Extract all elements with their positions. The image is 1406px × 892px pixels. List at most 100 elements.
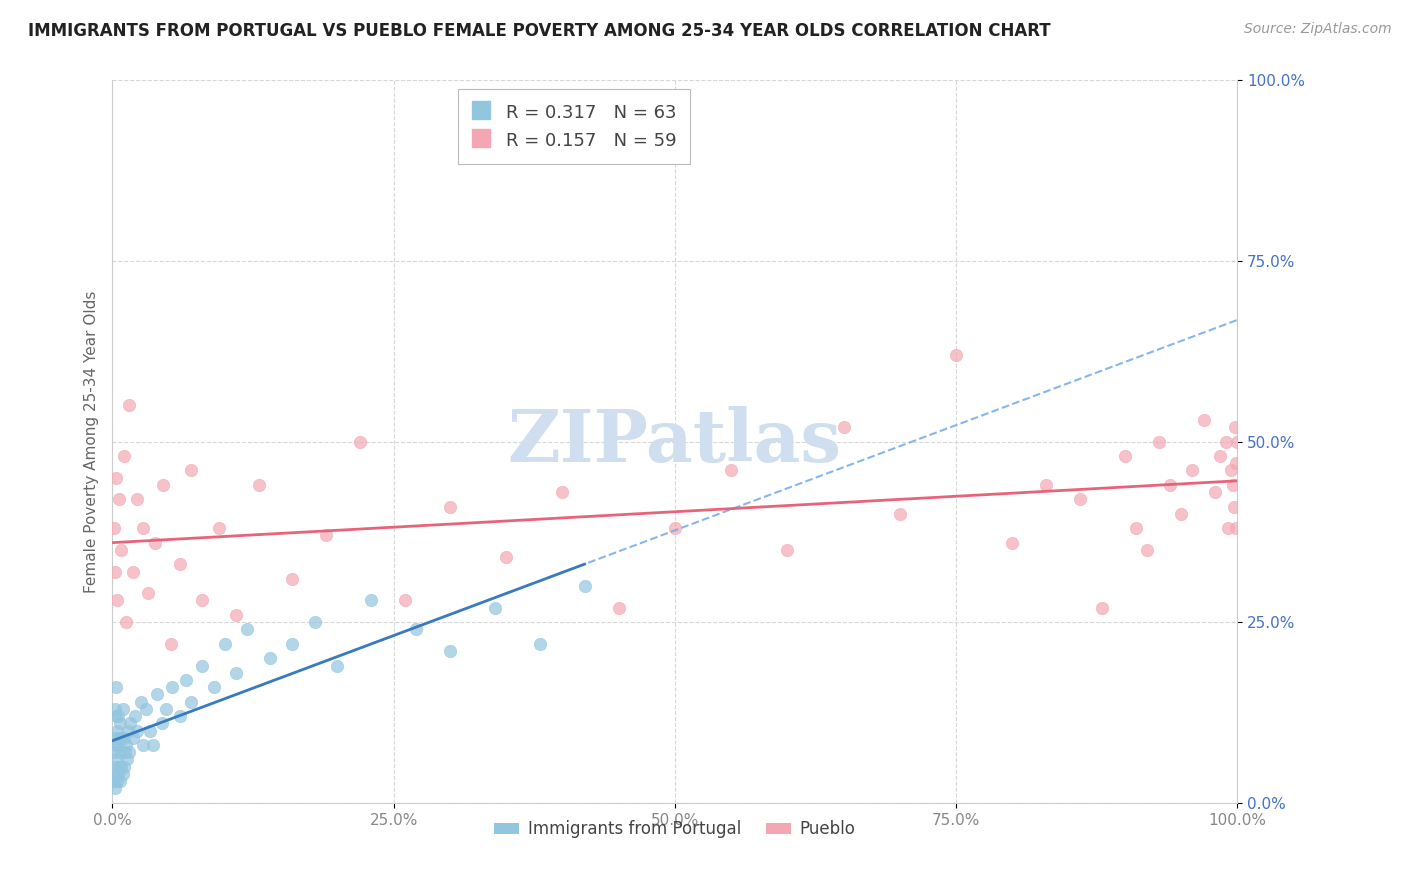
Point	[110, 716, 132, 731]
Point	[152, 478, 174, 492]
Point	[108, 760, 131, 774]
Point	[112, 731, 135, 745]
Point	[142, 738, 165, 752]
Point	[180, 695, 202, 709]
Point	[1181, 463, 1204, 477]
Point	[439, 500, 461, 514]
Point	[132, 521, 155, 535]
Point	[143, 535, 166, 549]
Point	[484, 600, 506, 615]
Point	[394, 593, 416, 607]
Point	[115, 615, 138, 630]
Point	[1209, 449, 1232, 463]
Point	[1223, 500, 1246, 514]
Point	[405, 623, 427, 637]
Point	[1204, 485, 1226, 500]
Point	[225, 665, 247, 680]
Point	[103, 521, 125, 535]
Point	[169, 558, 191, 572]
Point	[1226, 434, 1249, 449]
Point	[776, 542, 799, 557]
Point	[529, 637, 551, 651]
Point	[160, 680, 183, 694]
Point	[1225, 456, 1247, 470]
Point	[104, 709, 127, 723]
Point	[169, 709, 191, 723]
Point	[112, 449, 135, 463]
Point	[104, 702, 127, 716]
Point	[259, 651, 281, 665]
Point	[208, 521, 231, 535]
Point	[1035, 478, 1057, 492]
Point	[191, 658, 214, 673]
Point	[105, 752, 128, 766]
Point	[281, 637, 304, 651]
Point	[124, 709, 146, 723]
Point	[304, 615, 326, 630]
Point	[664, 521, 686, 535]
Point	[889, 507, 911, 521]
Point	[121, 565, 143, 579]
Point	[107, 767, 129, 781]
Point	[360, 593, 382, 607]
Point	[1219, 463, 1241, 477]
Point	[180, 463, 202, 477]
Point	[349, 434, 371, 449]
Point	[104, 470, 127, 484]
Point	[945, 348, 967, 362]
Point	[111, 767, 134, 781]
Point	[1222, 478, 1244, 492]
Point	[174, 673, 197, 687]
Point	[1192, 413, 1215, 427]
Point	[110, 745, 132, 759]
Point	[117, 723, 139, 738]
Point	[121, 731, 143, 745]
Point	[1114, 449, 1136, 463]
Point	[115, 752, 138, 766]
Point	[150, 716, 173, 731]
Point	[114, 745, 136, 759]
Point	[326, 658, 349, 673]
Point	[107, 738, 129, 752]
Point	[120, 716, 142, 731]
Point	[132, 738, 155, 752]
Point	[107, 709, 129, 723]
Point	[607, 600, 630, 615]
Point	[118, 398, 141, 412]
Point	[281, 572, 304, 586]
Point	[1215, 434, 1237, 449]
Point	[127, 492, 149, 507]
Point	[1147, 434, 1170, 449]
Legend: Immigrants from Portugal, Pueblo: Immigrants from Portugal, Pueblo	[488, 814, 862, 845]
Point	[1069, 492, 1091, 507]
Point	[110, 760, 132, 774]
Point	[551, 485, 574, 500]
Point	[104, 738, 127, 752]
Point	[138, 723, 160, 738]
Point	[105, 774, 128, 789]
Point	[1091, 600, 1114, 615]
Point	[1001, 535, 1024, 549]
Point	[104, 731, 127, 745]
Point	[1159, 478, 1181, 492]
Point	[832, 420, 855, 434]
Point	[110, 774, 132, 789]
Point	[1225, 521, 1247, 535]
Point	[110, 731, 132, 745]
Text: Source: ZipAtlas.com: Source: ZipAtlas.com	[1244, 22, 1392, 37]
Point	[105, 593, 128, 607]
Point	[1125, 521, 1147, 535]
Point	[1170, 507, 1192, 521]
Point	[104, 565, 127, 579]
Point	[105, 723, 128, 738]
Point	[108, 492, 131, 507]
Point	[315, 528, 337, 542]
Point	[1136, 542, 1159, 557]
Point	[118, 745, 141, 759]
Point	[103, 774, 125, 789]
Point	[574, 579, 596, 593]
Point	[104, 760, 127, 774]
Y-axis label: Female Poverty Among 25-34 Year Olds: Female Poverty Among 25-34 Year Olds	[83, 291, 98, 592]
Point	[247, 478, 270, 492]
Point	[110, 542, 132, 557]
